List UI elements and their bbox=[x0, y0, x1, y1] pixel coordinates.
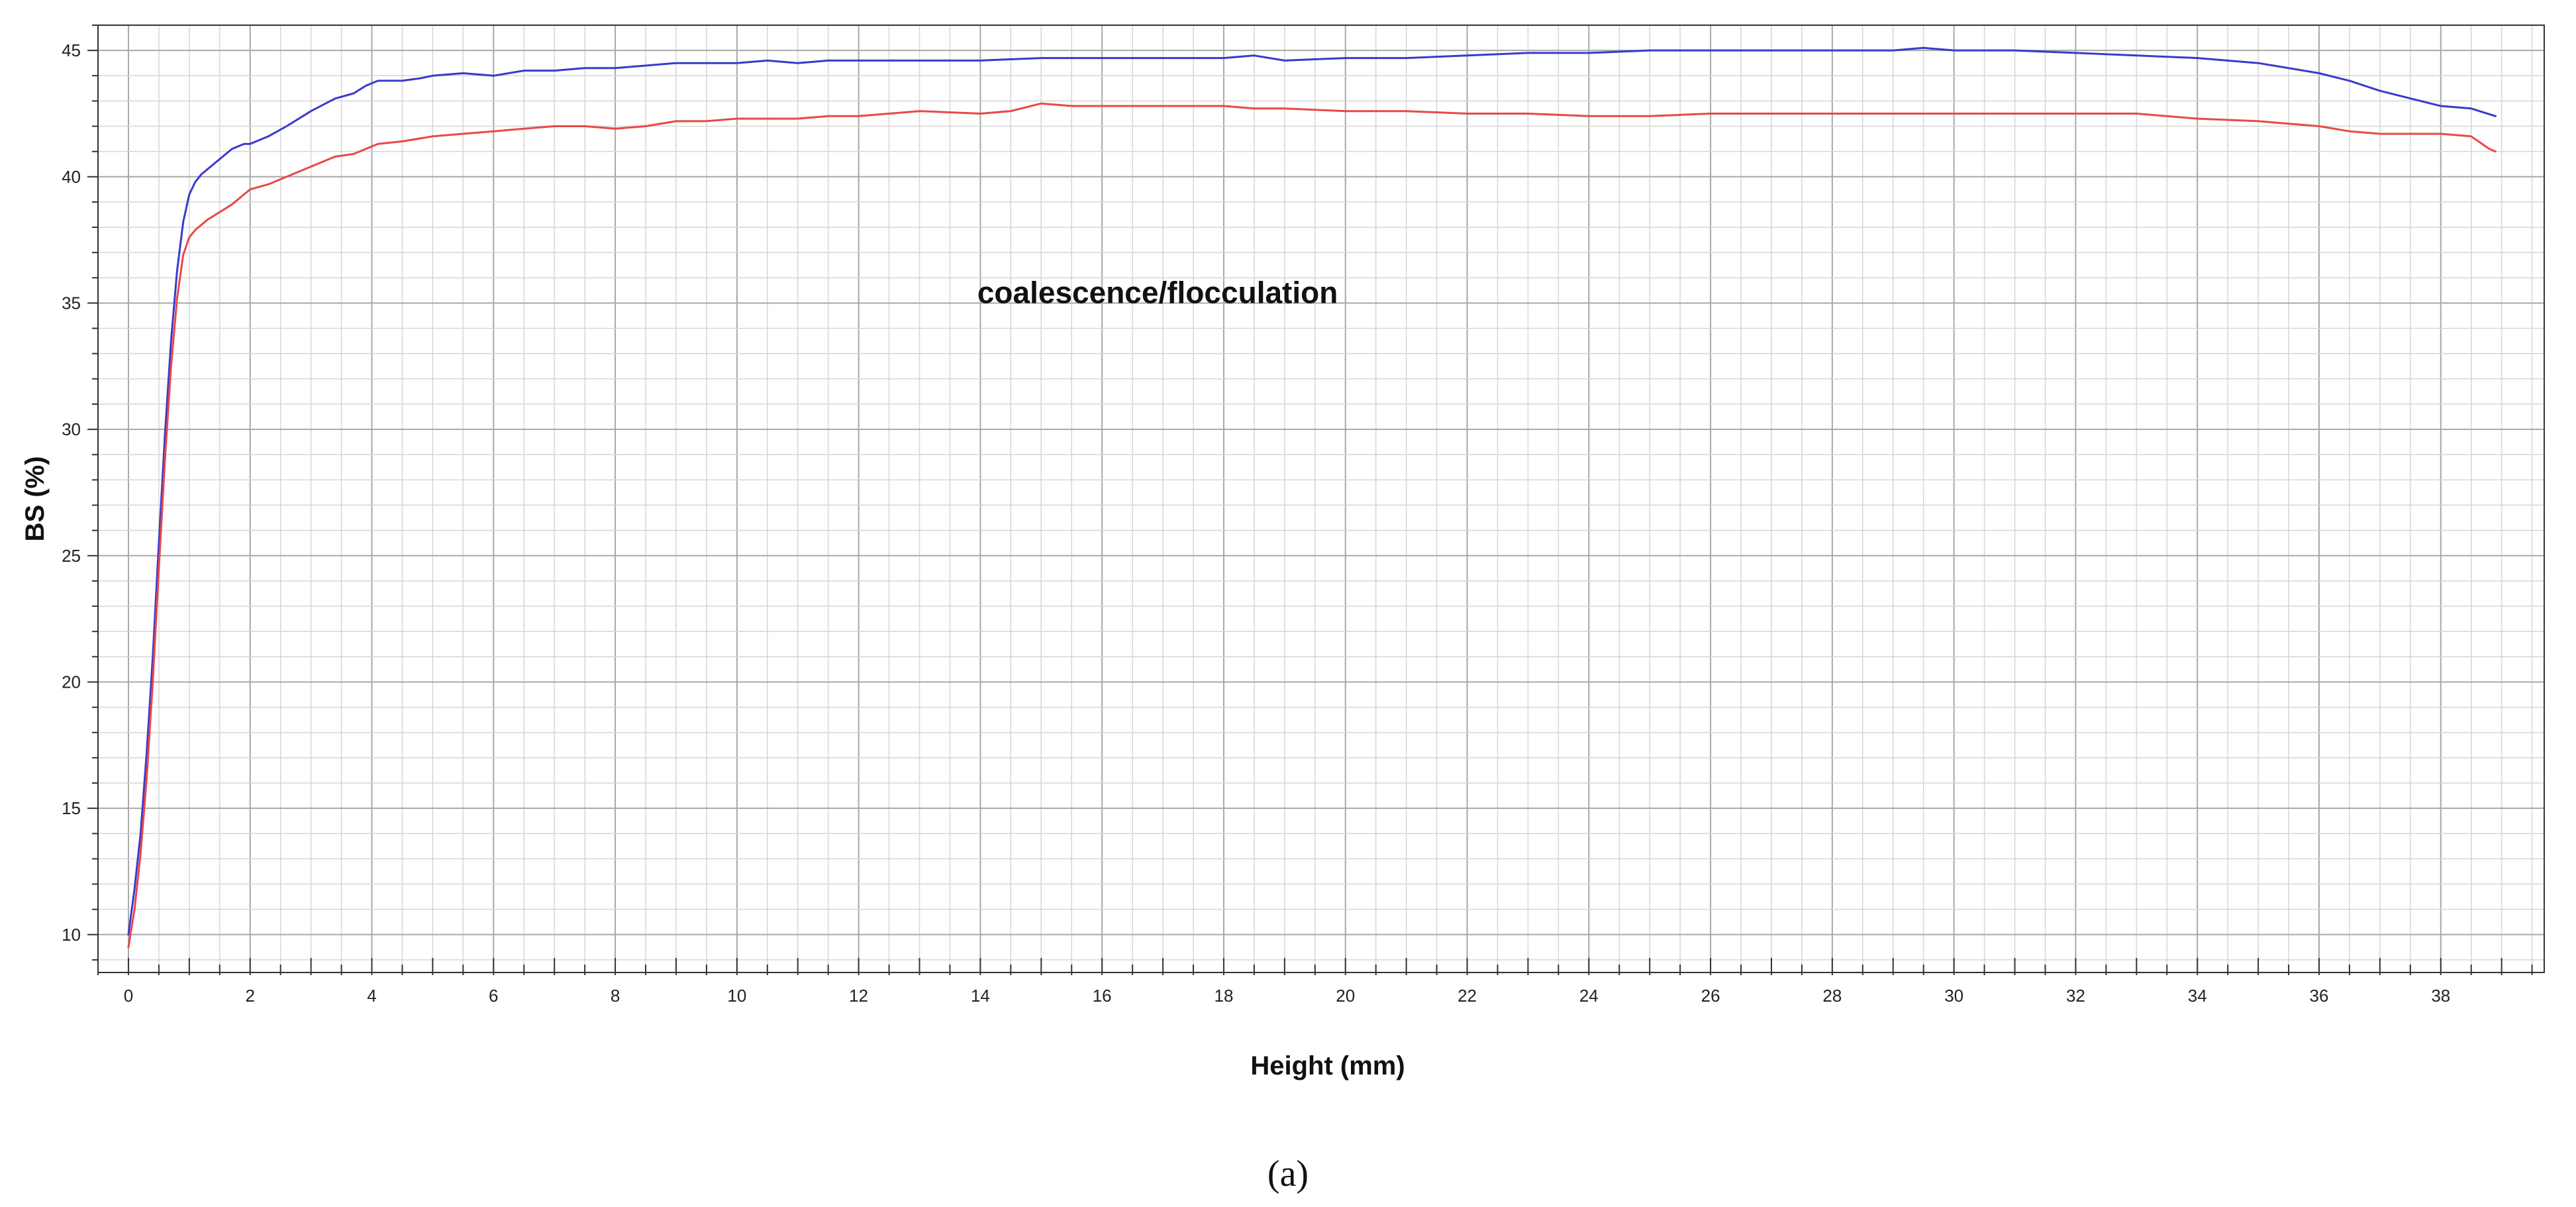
y-tick-label: 10 bbox=[62, 925, 81, 945]
x-tick-label: 16 bbox=[1093, 986, 1112, 1006]
x-tick-label: 10 bbox=[727, 986, 746, 1006]
x-tick-label: 28 bbox=[1822, 986, 1842, 1006]
figure-caption: (a) bbox=[1267, 1153, 1309, 1194]
x-tick-label: 38 bbox=[2431, 986, 2450, 1006]
y-tick-label: 25 bbox=[62, 546, 81, 566]
axes: 0 2 4 6 8 10 12 14 16 18 20 22 24 26 28 30 32 34 36 3810152… bbox=[62, 25, 2533, 1006]
y-axis-title: BS (%) bbox=[21, 456, 50, 542]
x-tick-label: 14 bbox=[971, 986, 990, 1006]
series-lines bbox=[127, 46, 2497, 949]
y-tick-label: 40 bbox=[62, 167, 81, 187]
x-tick-label: 6 bbox=[489, 986, 498, 1006]
x-axis-title: Height (mm) bbox=[1250, 1051, 1405, 1080]
annotation-label: coalescence/flocculation bbox=[977, 275, 1338, 309]
x-tick-label: 12 bbox=[849, 986, 868, 1006]
x-tick-label: 18 bbox=[1214, 986, 1234, 1006]
y-tick-label: 45 bbox=[62, 40, 81, 60]
x-tick-label: 8 bbox=[611, 986, 620, 1006]
plot-frame bbox=[97, 25, 2545, 973]
x-tick-label: 22 bbox=[1458, 986, 1477, 1006]
y-tick-label: 30 bbox=[62, 419, 81, 439]
x-tick-label: 36 bbox=[2310, 986, 2329, 1006]
series-line-1 bbox=[127, 46, 2497, 936]
x-tick-label: 26 bbox=[1701, 986, 1720, 1006]
series-line-2 bbox=[127, 102, 2497, 949]
grid bbox=[97, 25, 2544, 972]
x-tick-label: 0 bbox=[124, 986, 133, 1006]
x-tick-label: 34 bbox=[2188, 986, 2207, 1006]
y-tick-label: 20 bbox=[62, 672, 81, 692]
x-tick-label: 2 bbox=[245, 986, 254, 1006]
x-tick-label: 20 bbox=[1336, 986, 1355, 1006]
y-tick-label: 15 bbox=[62, 798, 81, 818]
x-tick-label: 4 bbox=[367, 986, 376, 1006]
x-tick-label: 32 bbox=[2066, 986, 2085, 1006]
y-tick-label: 35 bbox=[62, 293, 81, 313]
x-tick-label: 24 bbox=[1579, 986, 1599, 1006]
x-tick-label: 30 bbox=[1944, 986, 1963, 1006]
